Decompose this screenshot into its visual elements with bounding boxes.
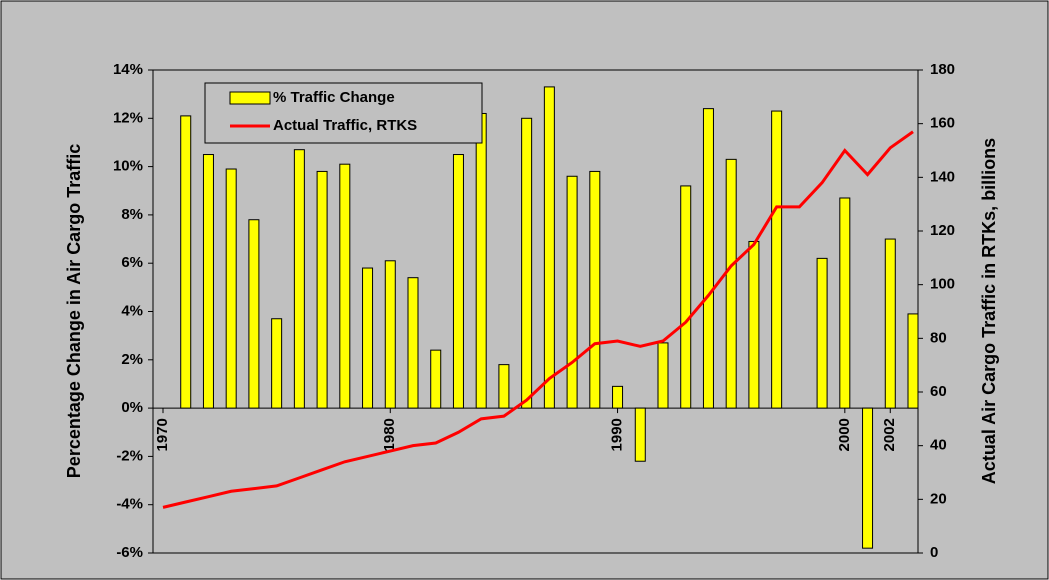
bar — [339, 163, 351, 409]
bar — [862, 407, 874, 549]
y2-tick-label: 140 — [930, 168, 955, 185]
bar — [293, 149, 305, 409]
legend-label: % Traffic Change — [273, 89, 395, 106]
bar — [566, 175, 578, 409]
bar — [430, 349, 442, 409]
y2-axis-title: Actual Air Cargo Traffic in RTKs, billio… — [979, 138, 999, 484]
bar — [839, 197, 851, 409]
y-tick-label: 10% — [113, 158, 143, 175]
bar — [543, 86, 555, 409]
x-tick-label: 1970 — [154, 418, 171, 451]
x-tick-label: 1980 — [381, 418, 398, 451]
y2-tick-label: 80 — [930, 329, 947, 346]
bar — [748, 240, 760, 409]
bar — [612, 385, 624, 409]
y2-tick-label: 20 — [930, 490, 947, 507]
bar — [657, 342, 669, 409]
y-tick-label: 14% — [113, 61, 143, 78]
bar — [225, 168, 237, 409]
y-tick-label: 4% — [121, 302, 143, 319]
bar — [589, 170, 601, 409]
bar — [816, 257, 828, 409]
bar — [475, 112, 487, 409]
line — [162, 130, 914, 509]
bar — [634, 407, 646, 462]
bar — [771, 110, 783, 409]
y-tick-label: 6% — [121, 254, 143, 271]
y-axis-title: Percentage Change in Air Cargo Traffic — [64, 144, 84, 478]
bar — [248, 219, 260, 409]
y-tick-label: 0% — [121, 399, 143, 416]
y2-tick-label: 100 — [930, 276, 955, 293]
bar — [725, 158, 737, 409]
y2-tick-label: 120 — [930, 222, 955, 239]
bar — [452, 154, 464, 409]
bar — [702, 108, 714, 409]
bar — [316, 170, 328, 409]
y-tick-label: -2% — [116, 447, 143, 464]
bar — [680, 185, 692, 409]
y2-tick-label: 0 — [930, 544, 938, 561]
y-tick-label: -6% — [116, 544, 143, 561]
bar — [498, 364, 510, 409]
bar — [362, 267, 374, 409]
bar — [202, 154, 214, 409]
legend-swatch — [229, 91, 271, 105]
plot-area — [152, 69, 919, 554]
y-tick-label: 12% — [113, 109, 143, 126]
x-tick-label: 2002 — [881, 418, 898, 451]
y2-tick-label: 160 — [930, 115, 955, 132]
x-tick-label: 1990 — [609, 418, 626, 451]
y-tick-label: 2% — [121, 351, 143, 368]
bar — [884, 238, 896, 409]
y2-tick-label: 60 — [930, 383, 947, 400]
bar — [521, 117, 533, 409]
y-tick-label: -4% — [116, 496, 143, 513]
bar — [907, 313, 919, 409]
y2-tick-label: 40 — [930, 437, 947, 454]
bar — [180, 115, 192, 409]
y2-tick-label: 180 — [930, 61, 955, 78]
bar — [407, 277, 419, 409]
bar — [271, 318, 283, 409]
y-tick-label: 8% — [121, 206, 143, 223]
legend-label: Actual Traffic, RTKS — [273, 117, 417, 134]
x-tick-label: 2000 — [836, 418, 853, 451]
bar — [384, 260, 396, 409]
